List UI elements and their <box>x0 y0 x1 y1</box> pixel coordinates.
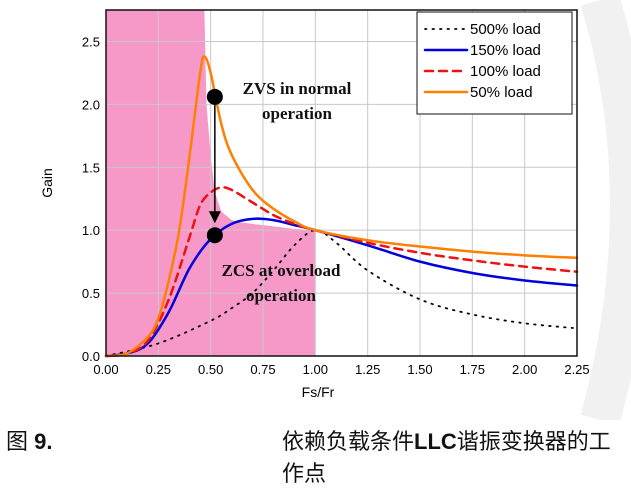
y-tick-label: 2.5 <box>82 34 100 49</box>
caption-figure-number: 9. <box>34 429 53 454</box>
legend: 500% load 150% load 100% load 50% load <box>416 11 573 115</box>
caption-text: 依赖负载条件LLC谐振变换器的工作点 <box>282 424 631 488</box>
caption-label: 图 <box>6 429 35 454</box>
tick-labels: 0.00 0.25 0.50 0.75 1.00 1.25 1.50 1.75 2.00 2.25… <box>82 34 590 377</box>
series-line-3 <box>104 55 579 358</box>
operating-point <box>206 88 223 105</box>
series-lines <box>104 55 579 358</box>
y-tick-label: 1.5 <box>82 160 100 175</box>
x-tick-label: 0.75 <box>250 362 275 377</box>
annotation-text: ZCS at overload <box>222 261 342 280</box>
plot-frame <box>105 9 578 357</box>
watermark-arc <box>580 0 631 426</box>
x-tick-label: 2.00 <box>512 362 537 377</box>
legend-label: 50% load <box>470 84 533 101</box>
caption-bold: LLC <box>414 429 457 454</box>
x-tick-label: 1.50 <box>407 362 432 377</box>
x-tick-label: 1.00 <box>303 362 328 377</box>
figure: 0.00 0.25 0.50 0.75 1.00 1.25 1.50 1.75 2.00 2.25… <box>6 0 631 486</box>
x-tick-label: 0.00 <box>93 362 118 377</box>
y-tick-label: 2.0 <box>82 97 100 112</box>
x-tick-label: 1.75 <box>460 362 485 377</box>
caption-prefix: 依赖负载条件 <box>282 429 415 454</box>
series-line-1 <box>104 217 579 358</box>
legend-label: 100% load <box>470 63 541 80</box>
series-line-2 <box>104 186 579 358</box>
y-tick-label: 0.0 <box>82 349 100 364</box>
y-tick-label: 1.0 <box>82 223 100 238</box>
gain-chart: 0.00 0.25 0.50 0.75 1.00 1.25 1.50 1.75 2.00 2.25… <box>39 0 631 426</box>
y-tick-label: 0.5 <box>82 286 100 301</box>
operating-point <box>206 227 223 244</box>
x-tick-label: 2.25 <box>564 362 589 377</box>
series-line-0 <box>105 229 578 357</box>
annotations: ZVS in normal operation ZCS at overload ope… <box>206 79 352 305</box>
annotation-text: operation <box>262 104 332 123</box>
annotation-text: operation <box>246 286 316 305</box>
legend-box <box>416 11 573 115</box>
y-axis-label: Gain <box>39 168 55 198</box>
x-tick-label: 0.25 <box>146 362 171 377</box>
x-tick-label: 1.25 <box>355 362 380 377</box>
caption-number: 图 9. <box>6 424 52 456</box>
x-tick-label: 0.50 <box>198 362 223 377</box>
arrow-head-icon <box>208 211 221 224</box>
annotation-text: ZVS in normal <box>243 79 352 98</box>
x-axis-label: Fs/Fr <box>302 384 335 400</box>
legend-label: 500% load <box>470 21 541 38</box>
legend-label: 150% load <box>470 42 541 59</box>
